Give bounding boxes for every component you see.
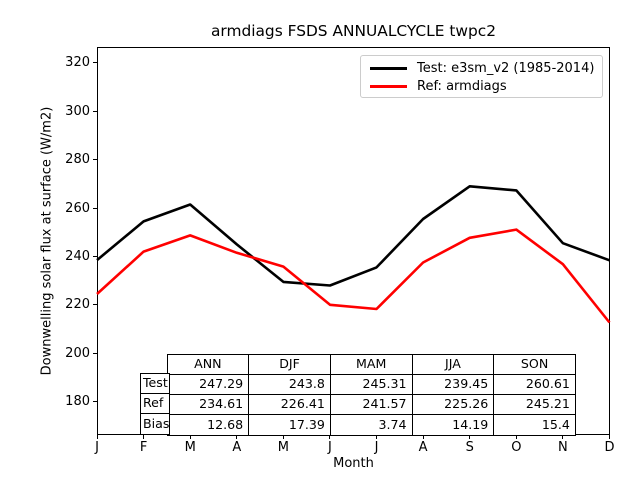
- x-tick-mark: [422, 435, 424, 439]
- stats-value-cell: 225.26: [411, 394, 495, 416]
- x-tick-mark: [282, 435, 284, 439]
- stats-value-cell: 3.74: [329, 414, 413, 436]
- y-tick-mark: [93, 62, 97, 64]
- y-tick-mark: [93, 401, 97, 403]
- x-tick-label: M: [277, 440, 289, 455]
- y-tick-mark: [93, 304, 97, 306]
- legend-label: Test: e3sm_v2 (1985-2014): [417, 61, 595, 76]
- stats-value-cell: 245.21: [493, 394, 576, 416]
- stats-row: 12.68 17.39 3.74 14.19 15.4: [166, 414, 576, 436]
- stats-value-cell: 15.4: [493, 414, 576, 436]
- x-tick-label: A: [232, 440, 242, 455]
- stats-column-header: SON: [493, 353, 576, 375]
- x-tick-label: D: [604, 440, 615, 455]
- x-tick-label: J: [95, 440, 99, 455]
- y-tick-label: 240: [65, 248, 90, 264]
- x-tick-label: F: [139, 440, 148, 455]
- x-tick-mark: [189, 435, 191, 439]
- stats-row: 247.29 243.8 245.31 239.45 260.61: [166, 373, 576, 396]
- stats-value-cell: 234.61: [166, 394, 250, 416]
- y-tick-label: 220: [65, 297, 90, 313]
- stats-row-label: Ref: [139, 393, 171, 415]
- legend: Test: e3sm_v2 (1985-2014) Ref: armdiags: [360, 55, 603, 98]
- series-line: [96, 228, 611, 324]
- y-tick-mark: [93, 255, 97, 257]
- x-tick-mark: [469, 435, 471, 439]
- stats-column-header: ANN: [166, 353, 250, 375]
- legend-line-sample: [370, 85, 407, 88]
- chart-title: armdiags FSDS ANNUALCYCLE twpc2: [210, 22, 497, 40]
- y-tick-label: 300: [65, 103, 90, 119]
- y-tick-label: 280: [65, 152, 90, 168]
- x-tick-mark: [143, 435, 145, 439]
- stats-value-cell: 14.19: [411, 414, 495, 436]
- stats-column-header: JJA: [411, 353, 495, 375]
- y-tick-label: 320: [65, 55, 90, 71]
- x-tick-mark: [96, 435, 98, 439]
- x-tick-label: O: [511, 440, 522, 455]
- stats-column-header: MAM: [329, 353, 413, 375]
- y-tick-mark: [93, 207, 97, 209]
- legend-entry: Test: e3sm_v2 (1985-2014): [361, 60, 602, 78]
- x-tick-label: M: [184, 440, 196, 455]
- stats-row-label: Bias: [139, 413, 171, 435]
- y-tick-mark: [93, 159, 97, 161]
- y-tick-label: 200: [65, 345, 90, 361]
- stats-value-cell: 239.45: [411, 373, 495, 396]
- x-tick-label: N: [558, 440, 568, 455]
- x-tick-mark: [562, 435, 564, 439]
- legend-entry: Ref: armdiags: [361, 78, 602, 96]
- x-axis-label: Month: [333, 456, 374, 471]
- series-line: [96, 185, 610, 287]
- stats-row-label: Test: [139, 372, 171, 395]
- x-tick-mark: [236, 435, 238, 439]
- stats-value-cell: 247.29: [166, 373, 250, 396]
- x-tick-label: J: [374, 440, 379, 455]
- x-tick-mark: [329, 435, 331, 439]
- legend-label: Ref: armdiags: [417, 79, 507, 94]
- x-tick-label: J: [328, 440, 332, 455]
- stats-value-cell: 245.31: [329, 373, 413, 396]
- stats-value-cell: 226.41: [248, 394, 331, 416]
- stats-value-cell: 243.8: [248, 373, 331, 396]
- x-tick-mark: [376, 435, 378, 439]
- x-tick-label: A: [418, 440, 428, 455]
- stats-column-header: DJF: [248, 353, 331, 375]
- stats-row: 234.61 226.41 241.57 225.26 245.21: [166, 394, 576, 416]
- stats-value-cell: 12.68: [166, 414, 250, 436]
- stats-value-cell: 17.39: [248, 414, 331, 436]
- x-tick-label: S: [465, 440, 474, 455]
- x-tick-mark: [609, 435, 610, 439]
- legend-line-sample: [370, 67, 407, 70]
- stats-value-cell: 260.61: [493, 373, 576, 396]
- y-tick-mark: [93, 352, 97, 354]
- stats-table: ANN DJF MAM JJA SON 247.29 243.8 245.31 239.45 26…: [166, 353, 576, 436]
- y-tick-label: 260: [65, 200, 90, 216]
- stats-value-cell: 241.57: [329, 394, 413, 416]
- y-tick-label: 180: [65, 394, 90, 410]
- y-tick-mark: [93, 110, 97, 112]
- x-tick-mark: [515, 435, 517, 439]
- stats-table-row-labels: Test Ref Bias: [139, 372, 171, 435]
